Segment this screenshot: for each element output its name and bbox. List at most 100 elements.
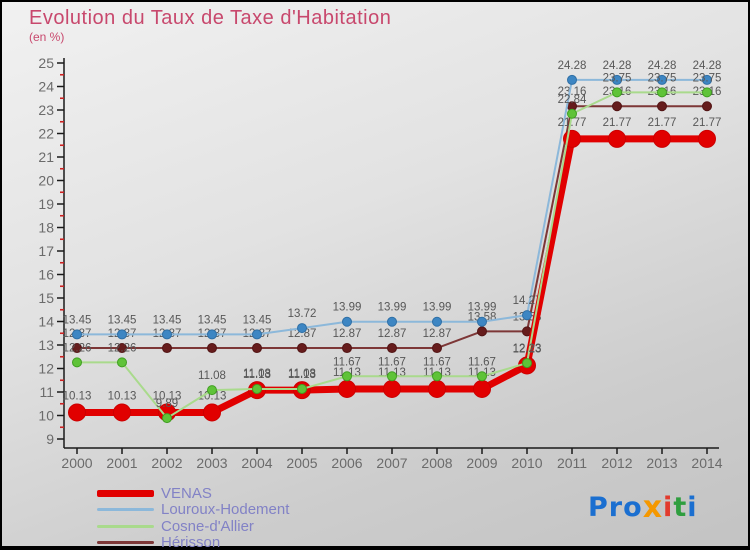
- series-point-herisson: [432, 343, 442, 354]
- series-point-cosne-d-allier: [342, 371, 352, 382]
- point-label-venas: 10.13: [108, 390, 137, 402]
- logo-letter: r: [608, 492, 624, 523]
- point-label-louroux-hodement: 13.72: [288, 308, 317, 320]
- y-tick-label: 22: [38, 126, 54, 142]
- x-tick-label: 2009: [466, 455, 497, 471]
- series-point-louroux-hodement: [477, 316, 487, 327]
- point-label-venas: 21.77: [648, 117, 677, 129]
- proxiti-logo[interactable]: Proxiti: [588, 489, 698, 525]
- series-point-herisson: [162, 343, 172, 354]
- x-tick-label: 2002: [151, 455, 182, 471]
- series-point-louroux-hodement: [432, 316, 442, 327]
- legend-item-herisson: Hérisson: [97, 535, 289, 552]
- legend-item-venas: VENAS: [97, 485, 289, 502]
- series-point-louroux-hodement: [297, 323, 307, 334]
- series-point-cosne-d-allier: [432, 371, 442, 382]
- x-tick-label: 2007: [376, 455, 407, 471]
- logo-letter: t: [673, 492, 688, 523]
- point-label-venas: 12.13: [513, 343, 542, 355]
- series-point-cosne-d-allier: [252, 383, 262, 394]
- y-tick-label: 14: [38, 314, 54, 330]
- series-point-herisson: [342, 343, 352, 354]
- y-tick-label: 18: [38, 220, 54, 236]
- series-point-herisson: [117, 343, 127, 354]
- point-label-cosne-d-allier: 9.89: [156, 398, 178, 410]
- point-label-cosne-d-allier: 23.75: [693, 72, 722, 84]
- point-label-cosne-d-allier: 11.08: [198, 370, 226, 382]
- y-tick-label: 21: [38, 149, 54, 165]
- point-label-louroux-hodement: 24.28: [693, 60, 722, 72]
- series-point-venas: [653, 129, 671, 148]
- point-label-venas: 11.08: [243, 368, 271, 380]
- series-point-louroux-hodement: [72, 329, 82, 340]
- x-tick-label: 2005: [286, 455, 317, 471]
- series-point-louroux-hodement: [387, 316, 397, 327]
- point-label-cosne-d-allier: 12.26: [63, 342, 92, 354]
- series-point-venas: [68, 403, 86, 422]
- y-tick-label: 11: [39, 384, 54, 400]
- series-point-herisson: [612, 101, 622, 112]
- y-tick-label: 12: [38, 361, 54, 377]
- series-point-venas: [428, 379, 446, 398]
- x-tick-label: 2011: [557, 455, 587, 471]
- x-tick-label: 2008: [421, 455, 452, 471]
- point-label-venas: 21.77: [603, 117, 632, 129]
- logo-letter: x: [642, 490, 664, 525]
- y-tick-label: 17: [38, 243, 54, 259]
- point-label-louroux-hodement: 13.99: [423, 302, 452, 314]
- series-point-cosne-d-allier: [477, 371, 487, 382]
- x-tick-label: 2012: [601, 455, 632, 471]
- x-tick-label: 2014: [691, 455, 722, 471]
- logo-letter: i: [663, 492, 674, 523]
- y-tick-label: 25: [38, 55, 54, 71]
- point-label-cosne-d-allier: 11.13: [243, 369, 271, 381]
- y-tick-label: 19: [38, 196, 54, 212]
- y-tick-label: 13: [38, 337, 54, 353]
- point-label-louroux-hodement: 24.28: [558, 60, 587, 72]
- point-label-cosne-d-allier: 11.13: [288, 369, 316, 381]
- series-point-cosne-d-allier: [567, 108, 577, 119]
- legend-label: Hérisson: [161, 534, 221, 552]
- chart-subtitle: (en %): [29, 30, 65, 44]
- x-tick-label: 2006: [331, 455, 362, 471]
- series-point-venas: [383, 379, 401, 398]
- series-point-venas: [698, 129, 716, 148]
- point-label-louroux-hodement: 13.99: [468, 302, 497, 314]
- y-tick-label: 9: [46, 431, 54, 447]
- point-label-louroux-hodement: 24.28: [648, 60, 677, 72]
- series-point-herisson: [297, 343, 307, 354]
- x-tick-label: 2010: [511, 455, 542, 471]
- series-point-cosne-d-allier: [702, 87, 712, 98]
- series-point-herisson: [252, 343, 262, 354]
- point-label-cosne-d-allier: 12.23: [513, 343, 542, 355]
- legend-label: Cosne-d'Allier: [161, 517, 254, 535]
- point-label-cosne-d-allier: 11.67: [468, 356, 496, 368]
- y-tick-label: 16: [38, 267, 54, 283]
- series-point-herisson: [657, 101, 667, 112]
- point-label-venas: 11.08: [288, 368, 316, 380]
- series-point-herisson: [72, 343, 82, 354]
- point-label-venas: 10.13: [63, 390, 92, 402]
- y-tick-label: 20: [38, 173, 54, 189]
- y-tick-label: 15: [38, 290, 54, 306]
- point-label-venas: 10.13: [153, 390, 182, 402]
- series-point-herisson: [207, 343, 217, 354]
- series-point-venas: [203, 403, 221, 422]
- point-label-cosne-d-allier: 11.67: [378, 356, 406, 368]
- logo-letter: i: [687, 492, 698, 523]
- x-tick-label: 2004: [241, 455, 272, 471]
- point-label-herisson: 12.87: [423, 328, 452, 340]
- series-point-louroux-hodement: [342, 316, 352, 327]
- y-tick-label: 23: [38, 102, 54, 118]
- logo-letter: P: [588, 492, 609, 523]
- series-point-venas: [608, 129, 626, 148]
- point-label-louroux-hodement: 13.45: [153, 314, 182, 326]
- series-point-louroux-hodement: [162, 329, 172, 340]
- legend-swatch-cosne-d-allier: [97, 524, 154, 528]
- y-tick-label: 10: [38, 408, 54, 424]
- point-label-louroux-hodement: 13.99: [378, 302, 407, 314]
- point-label-venas: 21.77: [693, 117, 722, 129]
- series-point-louroux-hodement: [567, 74, 577, 85]
- point-label-louroux-hodement: 13.45: [243, 314, 272, 326]
- series-point-louroux-hodement: [657, 74, 667, 85]
